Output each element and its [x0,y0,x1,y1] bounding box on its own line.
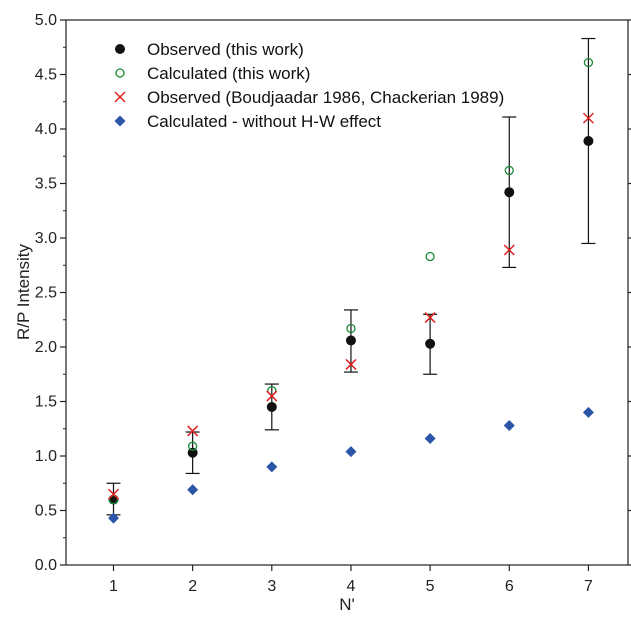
data-point [187,441,198,451]
x-tick-label: 3 [267,578,276,595]
data-point [267,385,277,396]
x-marker-stroke [114,91,126,103]
data-point [345,358,357,370]
y-tick-label: 5.0 [35,12,57,29]
legend-marker [115,44,125,54]
y-tick-label: 0.5 [35,503,57,520]
legend-item: Calculated (this work) [115,64,310,83]
data-point [107,488,120,500]
data-point [504,187,515,198]
x-marker-stroke [503,244,515,256]
x-axis-tick-labels: 1 2 3 4 5 6 7 [109,578,593,595]
legend-label: Calculated - without H-W effect [147,112,381,131]
data-point [187,447,198,458]
x-axis-ticks [112,565,590,571]
x-tick-label: 4 [347,578,356,595]
legend-item: Calculated - without H-W effect [114,112,381,131]
data-point [266,401,277,412]
x-tick-label: 6 [505,578,514,595]
legend-marker [114,91,126,103]
data-point [424,433,436,445]
x-axis-label: N' [339,595,355,614]
x-tick-label: 2 [188,578,197,595]
legend-label: Observed (this work) [147,40,304,59]
series-1 [108,57,594,505]
y-tick-label: 4.0 [35,121,57,138]
series-2 [107,112,594,500]
legend: Observed (this work) Calculated (this wor… [114,40,504,131]
legend-item: Observed (Boudjaadar 1986, Chackerian 19… [114,88,504,107]
legend-label: Observed (Boudjaadar 1986, Chackerian 19… [147,88,504,107]
y-axis-tick-labels: 0.0 0.5 1.0 1.5 2.0 2.5 3.0 3.5 4.0 4.5 5.0 [35,12,57,574]
x-marker-stroke [187,425,199,437]
y-tick-label: 0.0 [35,557,57,574]
legend-label: Calculated (this work) [147,64,310,83]
data-point [583,57,594,68]
data-point [266,461,278,473]
data-point [503,244,515,256]
y-tick-label: 1.0 [35,448,57,465]
data-point [583,135,594,146]
y-tick-label: 2.0 [35,339,57,356]
error-bars [106,37,596,516]
data-point [503,419,515,431]
data-point [187,425,199,437]
data-point [345,335,356,346]
y-axis-ticks [60,19,631,566]
data-point [107,512,119,524]
x-tick-label: 5 [426,578,435,595]
x-marker-stroke [345,358,357,370]
series-0 [108,135,594,505]
x-marker-stroke [266,390,278,402]
legend-marker [115,68,125,78]
y-tick-label: 3.5 [35,176,57,193]
data-point [108,494,119,505]
data-point [582,406,594,418]
y-tick-label: 2.5 [35,285,57,302]
data-point [346,323,356,334]
x-tick-label: 1 [109,578,118,595]
data-point [425,338,436,349]
x-marker-stroke [107,488,120,500]
data-point [187,484,199,496]
x-marker-stroke [582,112,594,124]
legend-marker [114,115,126,127]
data-point [345,446,357,458]
data-point [266,390,278,402]
x-marker-stroke [424,312,436,324]
y-axis-label: R/P Intensity [14,243,33,340]
x-tick-label: 7 [584,578,593,595]
data-points [107,57,594,524]
series-3 [107,406,594,524]
data-point [424,312,436,324]
y-tick-label: 4.5 [35,67,57,84]
y-tick-label: 1.5 [35,394,57,411]
data-point [504,165,514,176]
y-tick-label: 3.0 [35,230,57,247]
data-point [582,112,594,124]
data-point [425,251,435,262]
legend-item: Observed (this work) [115,40,304,59]
